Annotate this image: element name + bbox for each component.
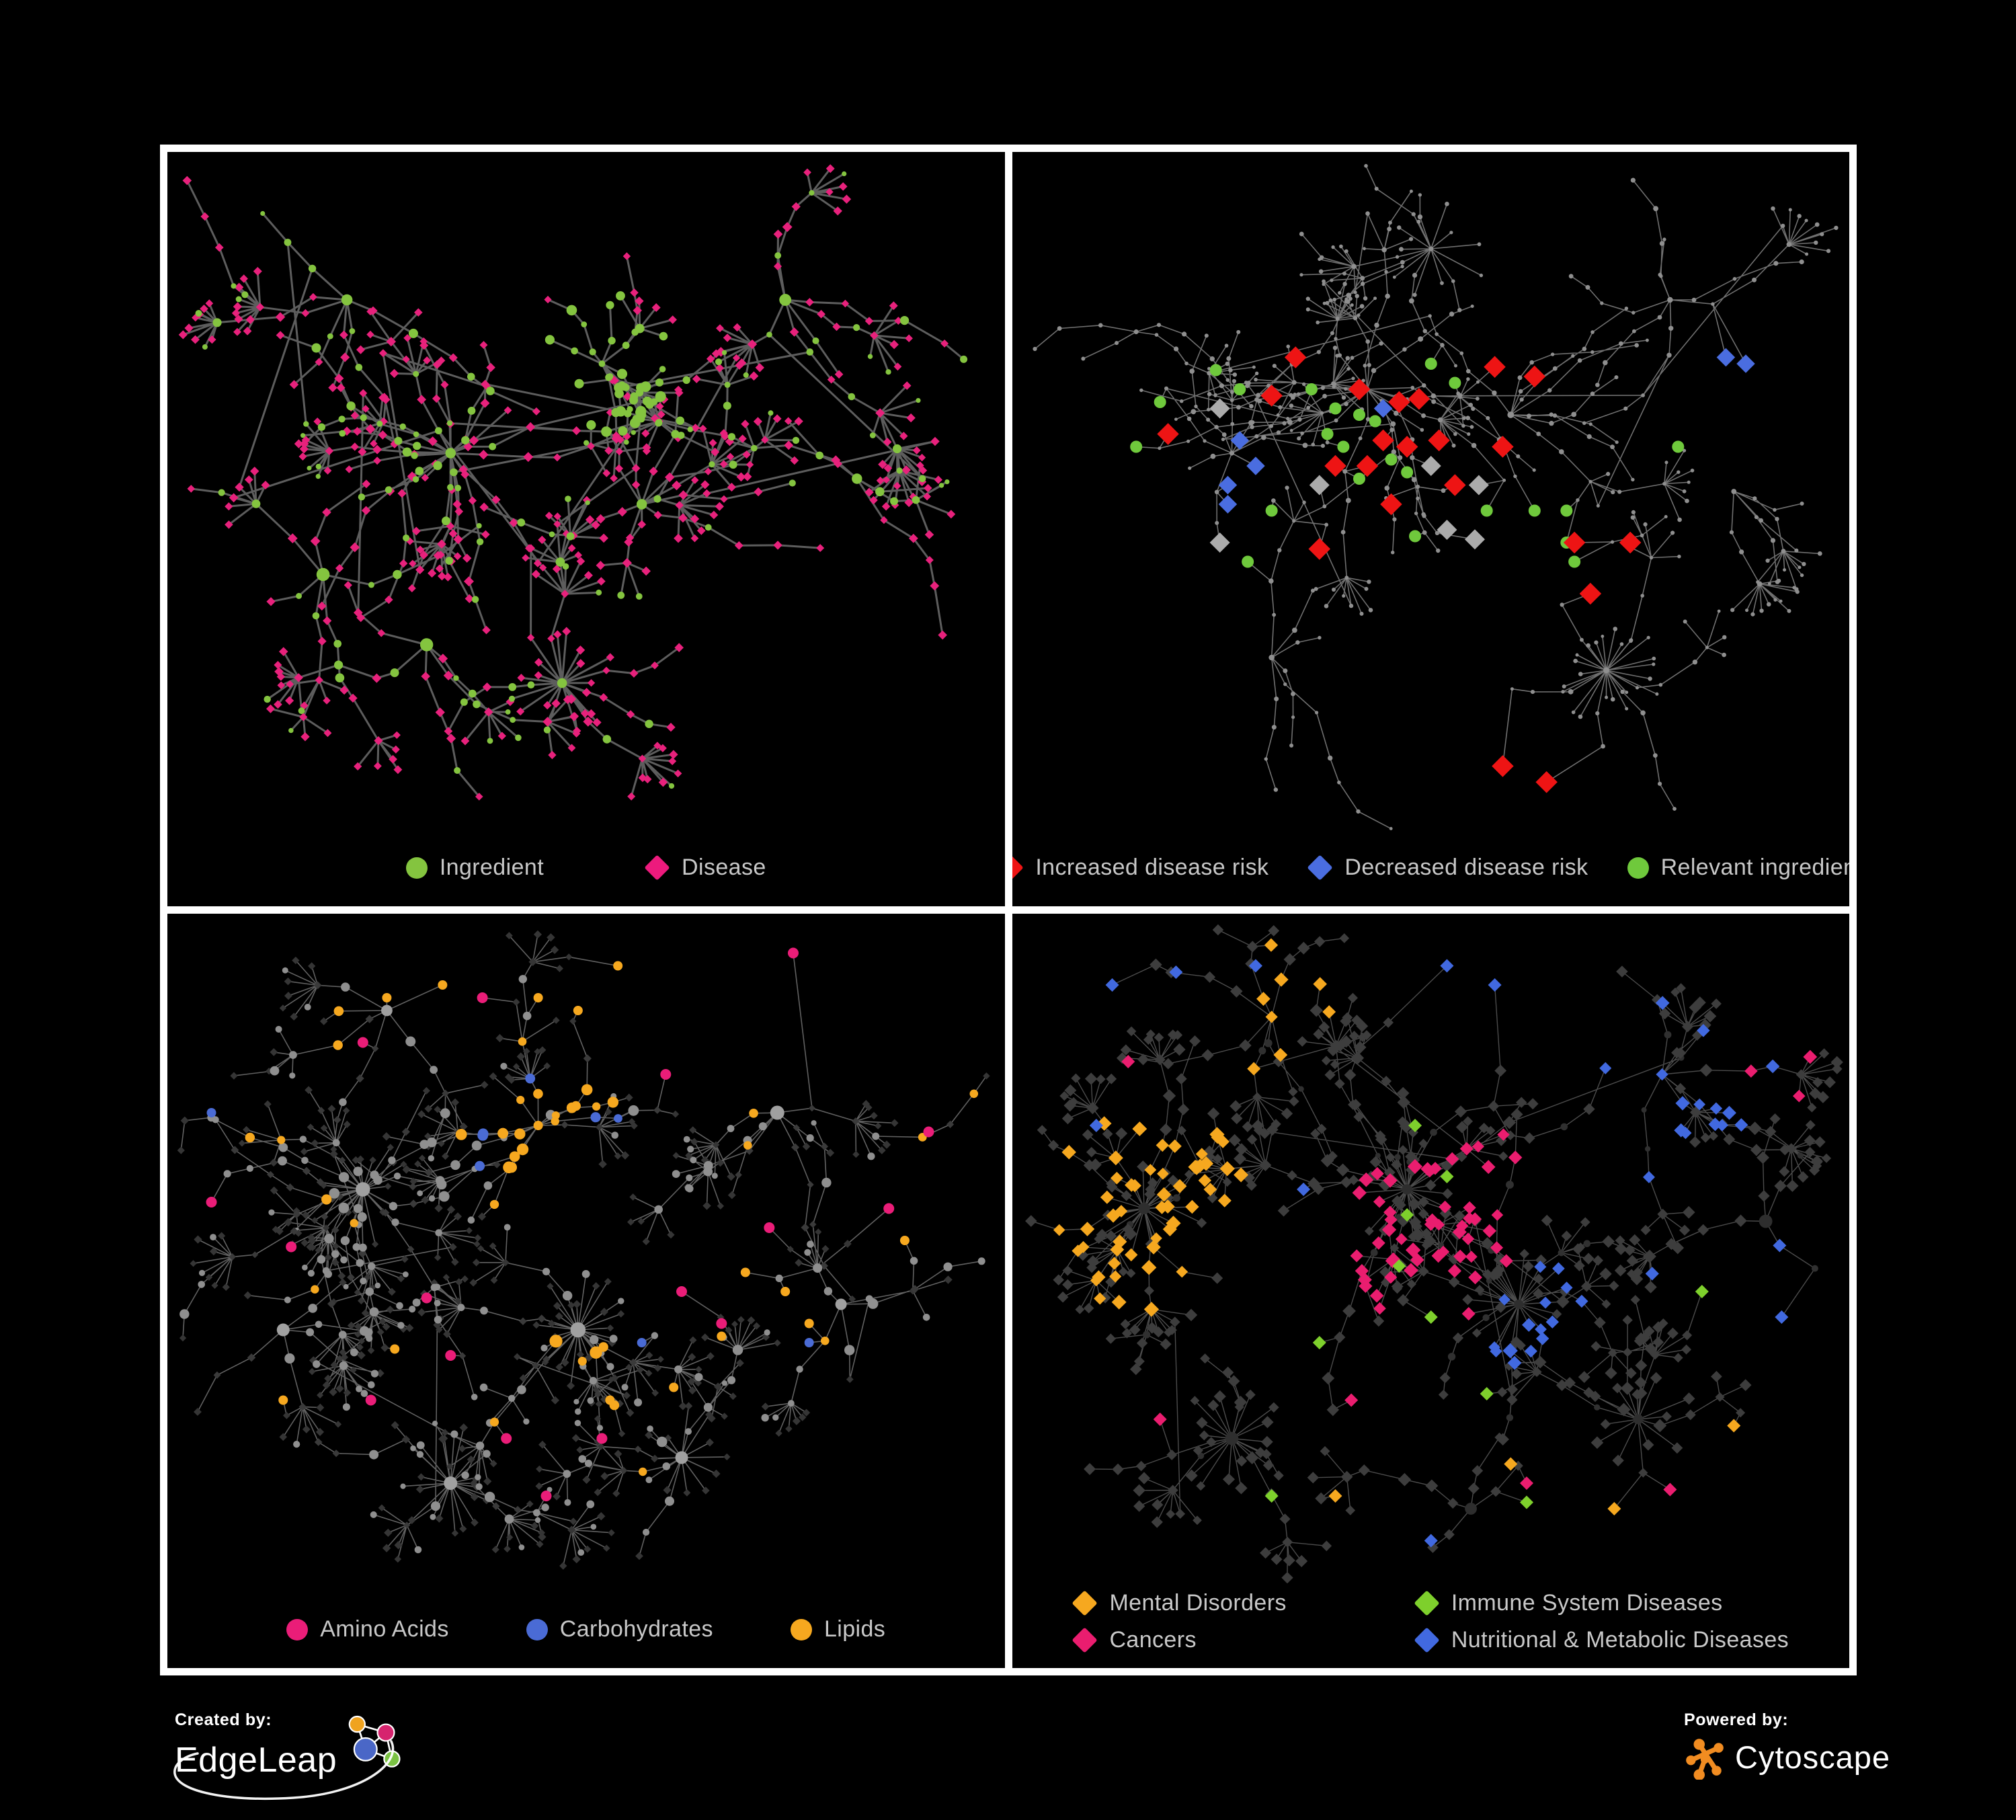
- legend-item: Relevant ingredient: [1627, 855, 1849, 881]
- legend-item: Immune System Diseases: [1414, 1590, 1723, 1616]
- network-graph: [1032, 163, 1839, 830]
- edgeleap-branding: Created by: EdgeLeap: [173, 1710, 417, 1811]
- legend-label: Decreased disease risk: [1344, 855, 1588, 880]
- legend-label: Mental Disorders: [1109, 1590, 1287, 1616]
- legend-marker-diamond-icon: [1414, 1590, 1440, 1616]
- legend: Ingredient Disease: [167, 855, 1005, 881]
- panel-ingredient-disease-network: Ingredient Disease: [167, 152, 1005, 906]
- legend-item: Increased disease risk: [1012, 855, 1269, 881]
- network-graph: [177, 930, 990, 1570]
- legend-marker-circle-icon: [1627, 857, 1649, 879]
- legend-item: Cancers: [1072, 1627, 1196, 1653]
- legend-label: Increased disease risk: [1035, 855, 1269, 880]
- legend-marker-diamond-icon: [1072, 1627, 1098, 1653]
- cytoscape-branding: Powered by: Cytoscape: [1684, 1710, 1966, 1791]
- legend-marker-diamond-icon: [1414, 1627, 1440, 1653]
- cytoscape-logo: [1686, 1739, 1724, 1780]
- legend-item: Disease: [644, 855, 766, 881]
- legend-item: Carbohydrates: [526, 1616, 713, 1643]
- edgeleap-logo: [348, 1715, 401, 1768]
- legend: Amino Acids Carbohydrates Lipids: [167, 1616, 1005, 1643]
- legend-label: Relevant ingredient: [1660, 855, 1849, 880]
- legend-marker-diamond-icon: [1307, 855, 1333, 881]
- edgeleap-wordmark: EdgeLeap: [175, 1741, 337, 1780]
- legend: Mental Disorders Immune System Diseases Ca…: [1012, 1590, 1850, 1653]
- legend-marker-circle-icon: [405, 857, 428, 879]
- legend-item: Lipids: [790, 1616, 886, 1643]
- legend-label: Lipids: [823, 1616, 886, 1642]
- cytoscape-wordmark: Cytoscape: [1735, 1739, 1891, 1775]
- panel-nutrient-groups-network: Amino Acids Carbohydrates Lipids: [167, 914, 1005, 1668]
- created-by-label: Created by:: [175, 1710, 272, 1729]
- legend-item: Mental Disorders: [1072, 1590, 1286, 1616]
- legend-label: Ingredient: [439, 855, 545, 880]
- legend-marker-diamond-icon: [644, 855, 670, 881]
- legend-marker-circle-icon: [286, 1618, 309, 1640]
- legend-item: Ingredient: [405, 855, 545, 881]
- network-graph: [178, 164, 968, 801]
- legend-marker-diamond-icon: [1072, 1590, 1098, 1616]
- legend-label: Cancers: [1109, 1627, 1197, 1653]
- legend-label: Disease: [682, 855, 766, 880]
- panel-disease-categories-network: Mental Disorders Immune System Diseases Ca…: [1012, 914, 1850, 1668]
- legend-label: Immune System Diseases: [1451, 1590, 1723, 1616]
- legend-label: Carbohydrates: [559, 1616, 713, 1642]
- legend-label: Nutritional & Metabolic Diseases: [1451, 1627, 1789, 1653]
- figure-grid: Ingredient Disease Increased disease risk…: [160, 145, 1857, 1675]
- legend: Increased disease risk Decreased disease …: [1012, 855, 1849, 881]
- legend-item: Decreased disease risk: [1307, 855, 1588, 881]
- legend-marker-circle-icon: [790, 1618, 812, 1640]
- network-graph: [1024, 924, 1843, 1584]
- legend-marker-circle-icon: [526, 1618, 548, 1640]
- legend-label: Amino Acids: [320, 1616, 449, 1642]
- legend-item: Nutritional & Metabolic Diseases: [1414, 1627, 1789, 1653]
- powered-by-label: Powered by:: [1684, 1710, 1789, 1729]
- legend-item: Amino Acids: [286, 1616, 448, 1643]
- legend-marker-diamond-icon: [1012, 855, 1024, 881]
- panel-disease-risk-network: Increased disease risk Decreased disease …: [1012, 152, 1849, 906]
